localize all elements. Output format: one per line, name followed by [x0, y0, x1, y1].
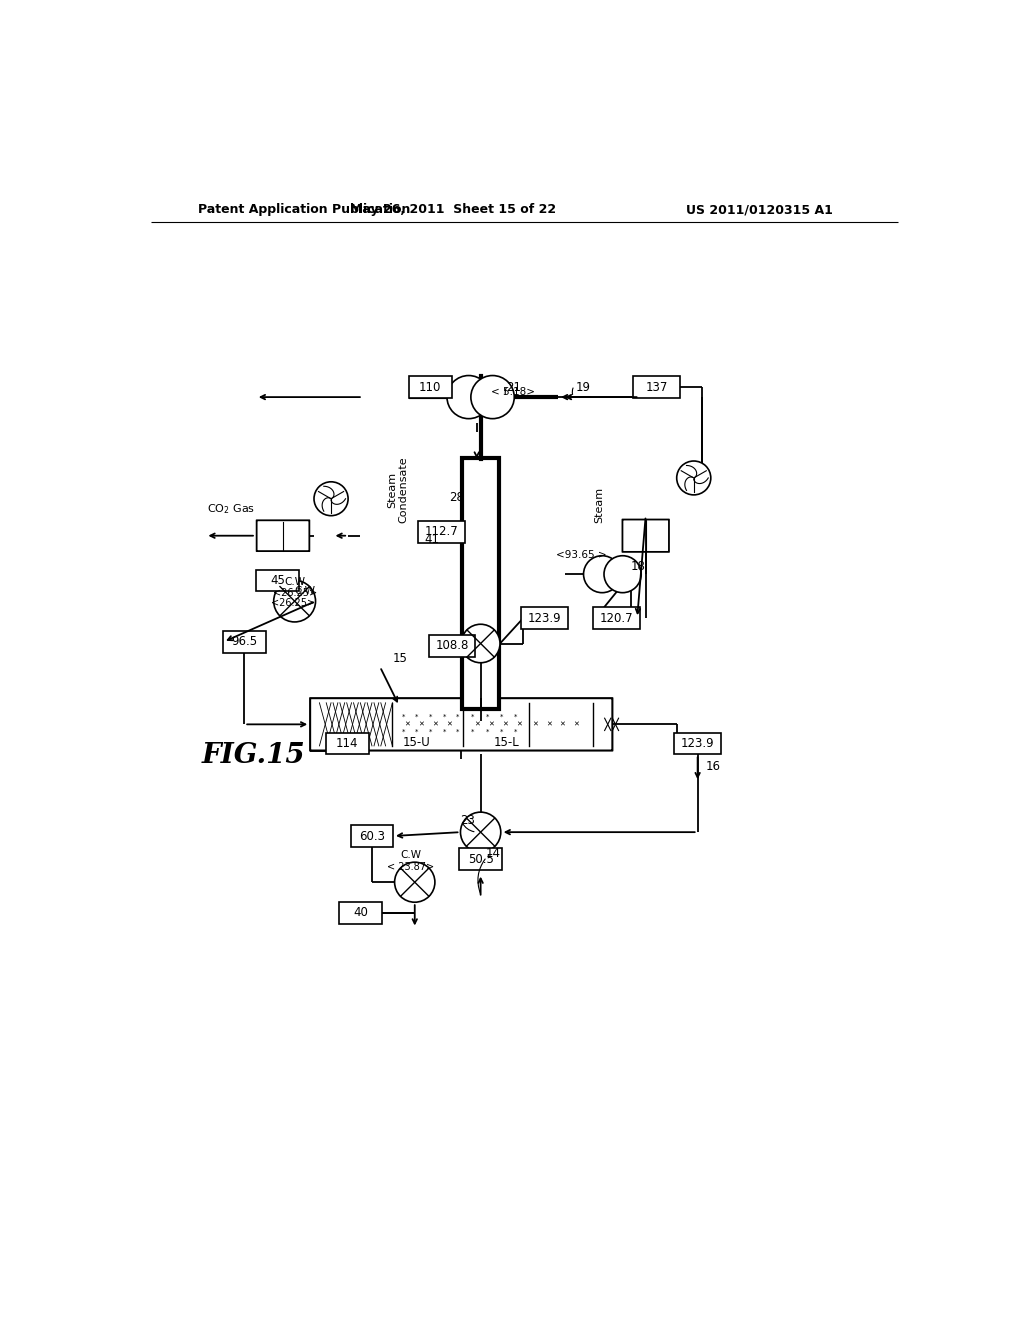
Bar: [593, 607, 640, 628]
Circle shape: [604, 556, 641, 593]
Bar: [633, 376, 680, 397]
Text: 50.5: 50.5: [468, 853, 494, 866]
Text: ✕: ✕: [404, 721, 410, 727]
Circle shape: [584, 556, 621, 593]
Text: *: *: [514, 714, 517, 719]
Text: ✕: ✕: [418, 721, 424, 727]
Text: C.W: C.W: [284, 577, 305, 587]
Text: 112.7: 112.7: [425, 525, 459, 539]
Text: 15: 15: [393, 652, 408, 665]
Text: FIG.15: FIG.15: [202, 742, 305, 768]
Text: ✕: ✕: [502, 721, 508, 727]
Text: CO$_2$ Gas: CO$_2$ Gas: [207, 502, 255, 516]
Text: 28: 28: [450, 491, 465, 504]
Text: ✕: ✕: [546, 721, 552, 727]
Text: 108.8: 108.8: [435, 639, 469, 652]
Circle shape: [461, 624, 500, 663]
Text: ✕: ✕: [573, 721, 579, 727]
Text: 41: 41: [424, 533, 439, 546]
FancyBboxPatch shape: [310, 698, 612, 751]
Bar: [460, 849, 502, 870]
Circle shape: [314, 482, 348, 516]
Text: *: *: [486, 729, 489, 735]
Text: 110: 110: [419, 380, 441, 393]
Text: US 2011/0120315 A1: US 2011/0120315 A1: [686, 203, 833, 216]
FancyBboxPatch shape: [623, 520, 669, 552]
Text: 16: 16: [706, 760, 720, 774]
Text: 15-L: 15-L: [494, 735, 519, 748]
Circle shape: [273, 581, 315, 622]
Text: *: *: [514, 729, 517, 735]
Text: *: *: [456, 729, 459, 735]
Text: *: *: [486, 714, 489, 719]
Text: ✕: ✕: [432, 721, 438, 727]
Text: 114: 114: [336, 737, 358, 750]
Text: *: *: [442, 729, 445, 735]
Text: Patent Application Publication: Patent Application Publication: [198, 203, 411, 216]
Text: ✕: ✕: [516, 721, 521, 727]
Bar: [326, 733, 369, 755]
Text: <26.25>: <26.25>: [272, 589, 316, 598]
Text: 45: 45: [270, 574, 285, 587]
Text: 123.9: 123.9: [681, 737, 715, 750]
Text: ✕: ✕: [445, 721, 452, 727]
Circle shape: [394, 862, 435, 903]
Text: C.W: C.W: [295, 586, 315, 597]
Text: *: *: [471, 714, 474, 719]
Bar: [256, 570, 299, 591]
Text: 40: 40: [353, 907, 368, 920]
Bar: [409, 376, 452, 397]
Text: *: *: [429, 729, 432, 735]
Text: < 5.18>: < 5.18>: [490, 387, 535, 397]
Text: *: *: [415, 729, 418, 735]
Text: <93.65 >: <93.65 >: [556, 550, 606, 560]
Text: ✕: ✕: [531, 721, 538, 727]
Text: *: *: [471, 729, 474, 735]
Text: 60.3: 60.3: [359, 829, 385, 842]
Text: *: *: [401, 729, 404, 735]
Text: 18: 18: [630, 560, 645, 573]
Bar: [521, 607, 567, 628]
Text: 96.5: 96.5: [231, 635, 257, 648]
Text: < 23.87>: < 23.87>: [387, 862, 434, 871]
Text: *: *: [442, 714, 445, 719]
Text: C.W: C.W: [400, 850, 421, 861]
Text: 137: 137: [645, 380, 668, 393]
Text: *: *: [456, 714, 459, 719]
Text: 14: 14: [486, 847, 501, 861]
Text: 21: 21: [506, 381, 521, 395]
Bar: [462, 458, 500, 709]
Text: 23: 23: [460, 814, 474, 828]
Text: *: *: [500, 714, 503, 719]
Bar: [339, 903, 382, 924]
Text: 120.7: 120.7: [599, 611, 633, 624]
Text: ✕: ✕: [487, 721, 494, 727]
Bar: [674, 733, 721, 755]
FancyBboxPatch shape: [257, 520, 309, 552]
Text: May 26, 2011  Sheet 15 of 22: May 26, 2011 Sheet 15 of 22: [350, 203, 557, 216]
Text: 15-U: 15-U: [403, 735, 431, 748]
Bar: [223, 631, 265, 653]
Text: <26.25>: <26.25>: [271, 598, 315, 607]
Text: *: *: [401, 714, 404, 719]
Text: 123.9: 123.9: [527, 611, 561, 624]
Text: *: *: [429, 714, 432, 719]
Text: *: *: [500, 729, 503, 735]
Bar: [351, 825, 393, 847]
Text: 19: 19: [575, 381, 591, 395]
Circle shape: [677, 461, 711, 495]
Text: ✕: ✕: [559, 721, 565, 727]
Bar: [428, 635, 475, 656]
Circle shape: [471, 376, 514, 418]
Bar: [419, 521, 465, 543]
Text: Steam: Steam: [594, 487, 604, 523]
Text: Steam
Condensate: Steam Condensate: [387, 457, 409, 523]
Circle shape: [447, 376, 490, 418]
Text: ✕: ✕: [474, 721, 479, 727]
Text: *: *: [415, 714, 418, 719]
Circle shape: [461, 812, 501, 853]
